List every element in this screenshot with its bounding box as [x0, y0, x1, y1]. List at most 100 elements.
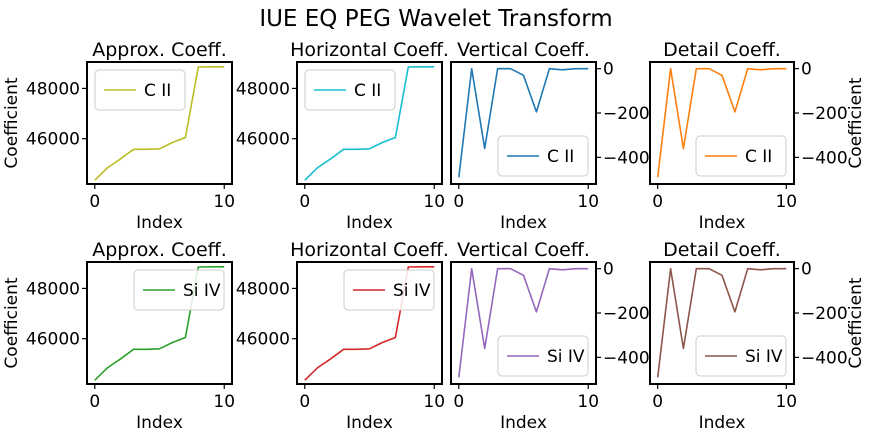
y-tick-label: −400 — [603, 148, 650, 168]
x-axis-label: Index — [136, 213, 183, 233]
x-axis-label: Index — [500, 213, 547, 233]
legend-box — [695, 335, 787, 377]
series-line-1 — [304, 265, 435, 381]
x-axis-label: Index — [699, 413, 746, 433]
x-tick-label: 10 — [423, 192, 445, 212]
series-line-1 — [458, 67, 589, 178]
series-line-1 — [458, 267, 589, 378]
subplot-7: Vertical Coeff. 0 10 0 −200 −400 Index Si IV — [450, 239, 650, 433]
legend-box — [695, 135, 787, 177]
subplot-title: Horizontal Coeff. — [290, 39, 449, 61]
y-axis-label: Coefficient — [846, 277, 866, 368]
legend-label: Si IV — [393, 281, 431, 301]
legend-box — [343, 269, 435, 311]
y-tick-label: 48000 — [26, 79, 80, 99]
x-axis-label: Index — [136, 413, 183, 433]
subplot-title: Detail Coeff. — [663, 39, 781, 61]
subplot-4: Detail Coeff. 0 10 0 −200 −400 Index Coefficien… — [649, 39, 866, 233]
legend: C II — [695, 135, 787, 177]
axes-frame — [296, 61, 443, 185]
subplot-8: Detail Coeff. 0 10 0 −200 −400 Index Coefficien… — [649, 239, 866, 433]
y-tick-label: 48000 — [26, 279, 80, 299]
legend-box — [497, 135, 589, 177]
legend-label: Si IV — [183, 281, 221, 301]
subplot-1: Approx. Coeff. 0 10 46000 48000 Index Coeffici… — [2, 39, 235, 233]
y-tick-label: −400 — [801, 348, 848, 368]
axes-frame — [450, 261, 597, 385]
series-line-1 — [656, 67, 787, 178]
legend-box — [94, 69, 186, 111]
subplot-3: Vertical Coeff. 0 10 0 −200 −400 Index C II — [450, 39, 650, 233]
axes-frame — [450, 61, 597, 185]
axes-frame — [649, 61, 795, 185]
axes-frame — [649, 261, 795, 385]
legend-label: C II — [354, 81, 381, 101]
x-axis-label: Index — [500, 413, 547, 433]
x-tick-label: 0 — [299, 392, 310, 412]
x-tick-label: 0 — [299, 192, 310, 212]
subplot-title: Horizontal Coeff. — [290, 239, 449, 261]
x-tick-label: 10 — [577, 192, 599, 212]
x-axis-label: Index — [699, 213, 746, 233]
legend: Si IV — [133, 269, 225, 311]
legend: Si IV — [497, 335, 589, 377]
subplot-title: Approx. Coeff. — [92, 39, 227, 61]
legend-label: Si IV — [745, 347, 783, 367]
x-tick-label: 10 — [775, 192, 797, 212]
y-tick-label: 46000 — [26, 330, 80, 350]
y-tick-label: 46000 — [26, 130, 80, 150]
y-tick-label: 0 — [801, 260, 812, 280]
y-tick-label: −200 — [801, 304, 848, 324]
y-axis-label: Coefficient — [2, 77, 22, 168]
series-line-1 — [304, 66, 435, 181]
y-tick-label: 46000 — [236, 130, 290, 150]
legend: C II — [304, 69, 396, 111]
subplot-2: Horizontal Coeff. 0 10 46000 48000 Index C II — [236, 39, 449, 233]
panels-container: Approx. Coeff. 0 10 46000 48000 Index Coeffici… — [2, 39, 866, 433]
x-tick-label: 0 — [453, 192, 464, 212]
series-line-1 — [94, 66, 225, 181]
x-axis-label: Index — [346, 213, 393, 233]
y-tick-label: −400 — [603, 348, 650, 368]
legend: C II — [497, 135, 589, 177]
x-tick-label: 0 — [89, 192, 100, 212]
subplot-title: Vertical Coeff. — [457, 39, 590, 61]
subplot-6: Horizontal Coeff. 0 10 46000 48000 Index Si IV — [236, 239, 449, 433]
legend: C II — [94, 69, 186, 111]
x-tick-label: 10 — [213, 392, 235, 412]
y-tick-label: 48000 — [236, 79, 290, 99]
x-tick-label: 10 — [213, 192, 235, 212]
legend-label: C II — [144, 81, 171, 101]
x-tick-label: 0 — [652, 392, 663, 412]
legend-label: Si IV — [547, 347, 585, 367]
y-axis-label: Coefficient — [2, 277, 22, 368]
x-tick-label: 10 — [775, 392, 797, 412]
y-tick-label: −200 — [603, 304, 650, 324]
subplot-title: Approx. Coeff. — [92, 239, 227, 261]
x-tick-label: 10 — [577, 392, 599, 412]
x-tick-label: 0 — [652, 192, 663, 212]
y-tick-label: 0 — [603, 60, 614, 80]
series-line-1 — [656, 267, 787, 378]
y-tick-label: 0 — [801, 60, 812, 80]
subplot-title: Detail Coeff. — [663, 239, 781, 261]
legend-box — [497, 335, 589, 377]
x-axis-label: Index — [346, 413, 393, 433]
legend: Si IV — [695, 335, 787, 377]
subplot-5: Approx. Coeff. 0 10 46000 48000 Index Coeffici… — [2, 239, 235, 433]
y-tick-label: 46000 — [236, 330, 290, 350]
legend-label: C II — [547, 147, 574, 167]
axes-frame — [86, 261, 233, 385]
y-tick-label: 48000 — [236, 279, 290, 299]
axes-frame — [86, 61, 233, 185]
subplot-title: Vertical Coeff. — [457, 239, 590, 261]
x-tick-label: 0 — [89, 392, 100, 412]
x-tick-label: 10 — [423, 392, 445, 412]
y-tick-label: 0 — [603, 260, 614, 280]
legend: Si IV — [343, 269, 435, 311]
figure-suptitle: IUE EQ PEG Wavelet Transform — [259, 6, 612, 32]
x-tick-label: 0 — [453, 392, 464, 412]
series-line-1 — [94, 265, 225, 381]
y-tick-label: −200 — [603, 104, 650, 124]
